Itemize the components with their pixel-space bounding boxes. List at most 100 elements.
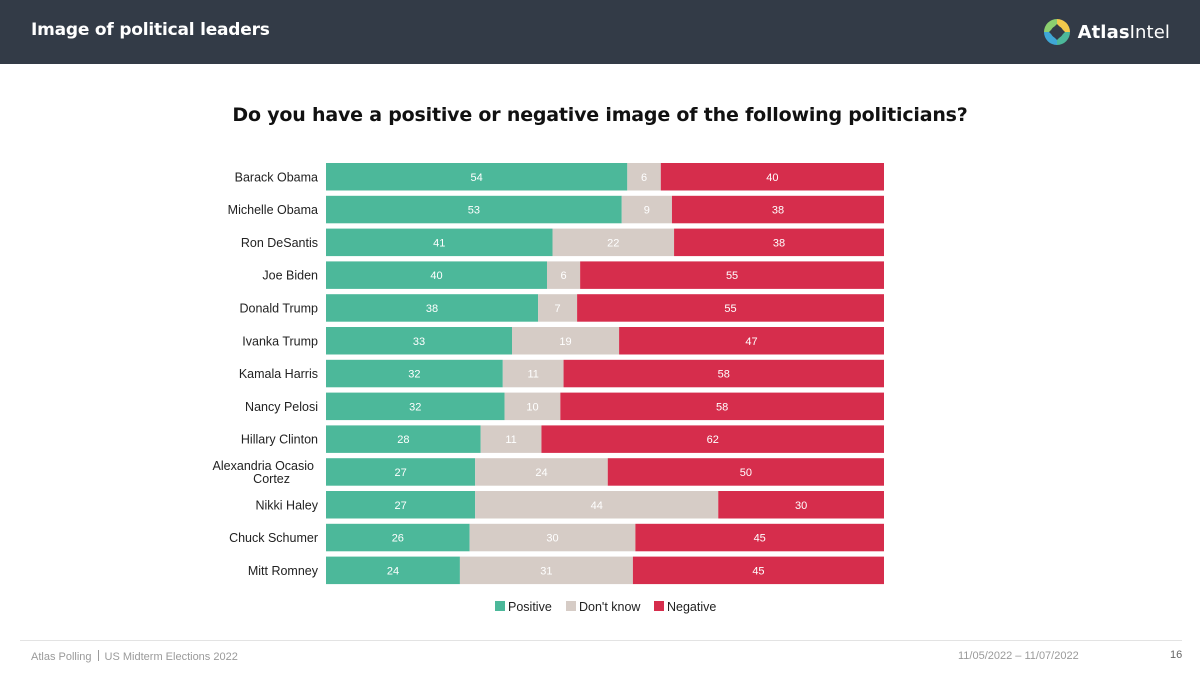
- bar-segment-positive: [326, 163, 628, 191]
- data-label: 53: [468, 205, 480, 217]
- bar-segment-don-t-know: [475, 458, 608, 486]
- bar-segment-negative: [560, 392, 884, 421]
- footer-date-range: 11/05/2022 – 11/07/2022: [958, 650, 1079, 662]
- data-label: 19: [559, 336, 571, 348]
- data-label: 31: [540, 565, 552, 577]
- bar-segment-negative: [660, 163, 884, 191]
- bar-segment-don-t-know: [621, 195, 672, 224]
- data-label: 50: [740, 467, 752, 479]
- bar-segment-negative: [607, 458, 884, 486]
- bar-segment-don-t-know: [475, 491, 719, 519]
- data-label: 40: [766, 172, 778, 184]
- data-label: 44: [591, 500, 603, 512]
- data-label: 32: [409, 401, 421, 413]
- data-label: 22: [607, 237, 619, 249]
- category-label: Barack Obama: [235, 170, 318, 184]
- data-label: 38: [426, 303, 438, 315]
- bar-segment-don-t-know: [538, 294, 578, 322]
- data-label: 32: [408, 369, 420, 381]
- category-label: Nancy Pelosi: [245, 400, 318, 414]
- data-label: 47: [745, 336, 757, 348]
- bar-segment-positive: [326, 228, 553, 257]
- data-label: 55: [726, 270, 738, 282]
- footer-divider: [20, 640, 1182, 641]
- bar-segment-don-t-know: [480, 425, 542, 453]
- bar-segment-positive: [326, 261, 547, 289]
- category-label: Donald Trump: [239, 301, 318, 315]
- data-label: 33: [413, 336, 425, 348]
- data-label: 45: [754, 533, 766, 545]
- data-label: 40: [430, 270, 442, 282]
- brand-name: AtlasIntel: [1078, 22, 1170, 43]
- category-label: Ivanka Trump: [242, 334, 318, 348]
- data-label: 6: [560, 270, 566, 282]
- footer-source-name: Atlas Polling: [31, 651, 92, 663]
- data-label: 9: [644, 205, 650, 217]
- category-label: Alexandria Ocasio Cortez: [213, 459, 314, 486]
- legend-label: Don't know: [579, 600, 641, 614]
- bar-segment-don-t-know: [552, 228, 675, 257]
- category-label: Ron DeSantis: [241, 236, 318, 250]
- bar-segment-don-t-know: [627, 163, 661, 191]
- footer-source: Atlas Polling US Midterm Elections 2022: [31, 650, 238, 663]
- bar-segment-positive: [326, 491, 476, 519]
- data-label: 58: [716, 401, 728, 413]
- header-bar: Image of political leaders AtlasIntel: [0, 0, 1200, 64]
- legend-label: Positive: [508, 600, 552, 614]
- footer-survey-name: US Midterm Elections 2022: [104, 651, 238, 663]
- bar-segment-positive: [326, 327, 512, 355]
- data-label: 6: [641, 172, 647, 184]
- data-label: 30: [546, 533, 558, 545]
- data-label: 10: [526, 401, 538, 413]
- bar-segment-don-t-know: [459, 556, 633, 585]
- bar-segment-positive: [326, 425, 481, 453]
- stacked-bar-chart: Barack Obama 54 6 40 Michelle Obama 53 9 38 Ron …: [213, 163, 884, 614]
- atlasintel-logo-icon: [1043, 19, 1070, 45]
- bar-segment-negative: [671, 195, 884, 224]
- bar-segment-positive: [326, 294, 539, 322]
- data-label: 7: [555, 303, 561, 315]
- bar-segment-positive: [326, 458, 476, 486]
- bar-segment-positive: [326, 556, 460, 585]
- data-label: 38: [772, 205, 784, 217]
- category-label: Joe Biden: [262, 269, 318, 283]
- legend-swatch: [654, 601, 664, 611]
- category-label: Nikki Haley: [255, 498, 318, 512]
- bar-segment-positive: [326, 392, 505, 421]
- footer-separator: [97, 650, 99, 661]
- category-label: Hillary Clinton: [241, 433, 318, 447]
- data-label: 55: [724, 303, 736, 315]
- bar-segment-negative: [718, 491, 884, 519]
- data-label: 11: [505, 434, 516, 446]
- data-label: 26: [392, 533, 404, 545]
- category-label: Mitt Romney: [248, 564, 319, 578]
- bar-segment-negative: [577, 294, 884, 322]
- legend-label: Negative: [667, 600, 716, 614]
- bar-segment-positive: [326, 523, 470, 552]
- legend-swatch: [495, 601, 505, 611]
- category-label: Chuck Schumer: [229, 531, 318, 545]
- bar-segment-positive: [326, 195, 622, 224]
- chart-title: Do you have a positive or negative image…: [232, 104, 968, 126]
- bar-segment-don-t-know: [469, 523, 636, 552]
- data-label: 38: [773, 237, 785, 249]
- data-label: 24: [535, 467, 547, 479]
- brand-logo: AtlasIntel: [1042, 16, 1170, 48]
- bar-segment-negative: [635, 523, 884, 552]
- data-label: 27: [394, 500, 406, 512]
- bar-segment-negative: [632, 556, 884, 585]
- brand-name-light: Intel: [1129, 21, 1170, 43]
- bar-segment-don-t-know: [512, 327, 620, 355]
- legend-swatch: [566, 601, 576, 611]
- page-title: Image of political leaders: [31, 20, 270, 40]
- page-number: 16: [1170, 649, 1183, 661]
- data-label: 28: [397, 434, 409, 446]
- data-label: 27: [394, 467, 406, 479]
- data-label: 24: [387, 565, 399, 577]
- data-label: 41: [433, 237, 445, 249]
- data-label: 62: [707, 434, 719, 446]
- data-label: 11: [527, 369, 538, 381]
- bar-segment-positive: [326, 359, 503, 388]
- data-label: 45: [752, 565, 764, 577]
- bar-segment-don-t-know: [504, 392, 561, 421]
